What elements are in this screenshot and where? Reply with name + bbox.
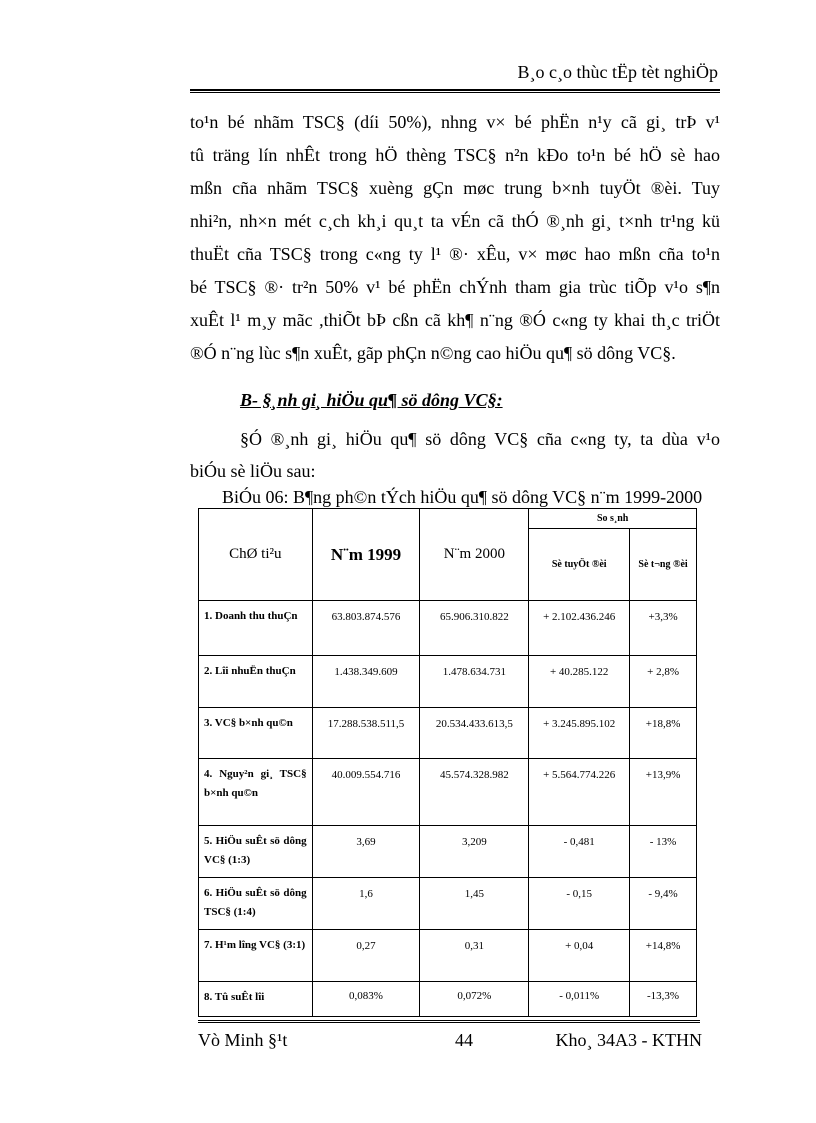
body-line: tû träng lín nhÊt trong hÖ thèng TSC§ n²…: [190, 145, 720, 165]
header-compare: So s¸nh: [528, 508, 697, 529]
cell-1999: 40.009.554.716: [311, 758, 421, 826]
body-line: nhi²n, nh×n mét c¸ch kh¸i qu¸t ta vÉn cã…: [190, 211, 720, 231]
cell-absolute: + 3.245.895.102: [528, 707, 631, 759]
cell-relative: - 9,4%: [629, 877, 697, 930]
page-number: 44: [455, 1030, 473, 1050]
header-relative: Sè t¬ng ®èi: [629, 528, 697, 601]
footer-rule: [198, 1020, 700, 1023]
row-label: 3. VC§ b×nh qu©n: [198, 707, 313, 759]
cell-1999: 63.803.874.576: [311, 600, 421, 656]
cell-1999: 0,27: [311, 929, 421, 982]
row-label: 1. Doanh thu thuÇn: [198, 600, 313, 656]
cell-relative: -13,3%: [629, 981, 697, 1017]
body-line: to¹n bé nhãm TSC§ (díi 50%), nhng v× bé …: [190, 112, 720, 132]
section-paragraph-line: biÓu sè liÖu sau:: [190, 461, 316, 481]
running-header: B¸o c¸o thùc tËp tèt nghiÖp: [517, 62, 718, 82]
table-row: 7. H¹m lîng VC§ (3:1) 0,27 0,31 + 0,04 +14,8…: [198, 929, 697, 982]
footer-author: Vò Minh §¹t: [198, 1030, 288, 1050]
row-label: 5. HiÖu suÊt sö dông VC§ (1:3): [198, 825, 313, 878]
cell-absolute: + 2.102.436.246: [528, 600, 631, 656]
cell-1999: 3,69: [311, 825, 421, 878]
cell-2000: 45.574.328.982: [419, 758, 530, 826]
table-row: 2. Lîi nhuËn thuÇn 1.438.349.609 1.478.634…: [198, 655, 697, 708]
efficiency-table: ChØ ti²u N¨m 1999 N¨m 2000 So s¸nh Sè tu…: [198, 508, 697, 1017]
header-indicator: ChØ ti²u: [198, 508, 313, 601]
table-row: 8. Tû suÊt lîi 0,083% 0,072% - 0,011% -13,3%: [198, 981, 697, 1017]
header-1999: N¨m 1999: [311, 508, 421, 601]
cell-2000: 0,31: [419, 929, 530, 982]
body-line: thuËt cña TSC§ trong c«ng ty l¹ ®· xÊu, …: [190, 244, 720, 264]
cell-relative: +13,9%: [629, 758, 697, 826]
cell-absolute: + 5.564.774.226: [528, 758, 631, 826]
table-row: 5. HiÖu suÊt sö dông VC§ (1:3) 3,69 3,209-…: [198, 825, 697, 878]
cell-1999: 1.438.349.609: [311, 655, 421, 708]
cell-absolute: - 0,011%: [528, 981, 631, 1017]
cell-relative: +18,8%: [629, 707, 697, 759]
cell-relative: +3,3%: [629, 600, 697, 656]
cell-relative: - 13%: [629, 825, 697, 878]
table-row: 3. VC§ b×nh qu©n 17.288.538.511,5 20.534.4…: [198, 707, 697, 759]
cell-1999: 0,083%: [311, 981, 421, 1017]
header-rule: [190, 89, 720, 93]
cell-absolute: + 0,04: [528, 929, 631, 982]
table-row: 4. Nguy²n gi¸ TSC§ b×nh qu©n 40.009.554.7…: [198, 758, 697, 826]
cell-2000: 3,209: [419, 825, 530, 878]
header-2000: N¨m 2000: [419, 508, 530, 601]
footer-class: Kho¸ 34A3 - KTHN: [555, 1030, 702, 1050]
cell-2000: 1.478.634.731: [419, 655, 530, 708]
body-line: mßn cña nhãm TSC§ xuèng gÇn møc trung b×…: [190, 178, 720, 198]
row-label: 4. Nguy²n gi¸ TSC§ b×nh qu©n: [198, 758, 313, 826]
section-paragraph-line: §Ó ®¸nh gi¸ hiÖu qu¶ sö dông VC§ cña c«n…: [240, 429, 720, 449]
cell-2000: 0,072%: [419, 981, 530, 1017]
table-caption: BiÓu 06: B¶ng ph©n tÝch hiÖu qu¶ sö dông…: [222, 487, 703, 507]
cell-absolute: - 0,15: [528, 877, 631, 930]
row-label: 6. HiÖu suÊt sö dông TSC§ (1:4): [198, 877, 313, 930]
row-label: 2. Lîi nhuËn thuÇn: [198, 655, 313, 708]
body-line: ®Ó n¨ng lùc s¶n xuÊt, gãp phÇn n©ng cao …: [190, 343, 676, 363]
row-label: 8. Tû suÊt lîi: [198, 981, 313, 1017]
row-label: 7. H¹m lîng VC§ (3:1): [198, 929, 313, 982]
table-row: 1. Doanh thu thuÇn 63.803.874.576 65.906.3…: [198, 600, 697, 656]
cell-absolute: - 0,481: [528, 825, 631, 878]
cell-1999: 17.288.538.511,5: [311, 707, 421, 759]
cell-relative: + 2,8%: [629, 655, 697, 708]
section-heading: B- §¸nh gi¸ hiÖu qu¶ sö dông VC§:: [240, 390, 503, 410]
cell-2000: 65.906.310.822: [419, 600, 530, 656]
body-line: xuÊt l¹ m¸y mãc ,thiÕt bÞ cßn cã kh¶ n¨n…: [190, 310, 720, 330]
cell-1999: 1,6: [311, 877, 421, 930]
cell-relative: +14,8%: [629, 929, 697, 982]
cell-2000: 1,45: [419, 877, 530, 930]
body-line: bé TSC§ ®· tr²n 50% v¹ bé phËn chÝnh tha…: [190, 277, 720, 297]
header-absolute: Sè tuyÖt ®èi: [528, 528, 631, 601]
cell-2000: 20.534.433.613,5: [419, 707, 530, 759]
cell-absolute: + 40.285.122: [528, 655, 631, 708]
table-row: 6. HiÖu suÊt sö dông TSC§ (1:4) 1,6 1,45- …: [198, 877, 697, 930]
